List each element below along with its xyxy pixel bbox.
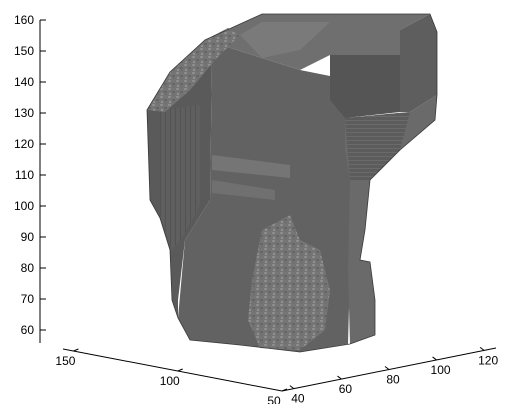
x-tick-label: 100 [431,363,451,377]
y-tick-mark [73,348,79,352]
y-ticks: 50 100 150 [55,348,288,404]
x-tick-mark [337,375,342,380]
y-axis-line [62,348,283,392]
y-tick-mark [281,388,288,392]
voxel-solid [146,13,438,353]
x-tick-mark [384,366,390,370]
x-tick-mark [289,385,295,390]
z-tick-label: 140 [14,75,34,89]
solid-column-stripes [160,105,200,250]
y-tick-label: 150 [55,354,75,368]
z-tick-label: 130 [14,106,34,120]
x-tick-label: 60 [339,382,353,396]
solid-right-block-front [330,55,400,118]
x-tick-mark [432,356,437,361]
z-tick-label: 70 [21,292,35,306]
x-tick-label: 40 [291,392,305,404]
z-tick-label: 90 [21,230,35,244]
solid-rough-region [248,215,330,350]
z-tick-label: 100 [14,199,34,213]
solid-rough-top-edge [147,28,240,112]
axes: 60 70 80 90 100 110 120 130 140 150 160 40 60 80 100 1… [14,13,498,404]
z-ticks: 60 70 80 90 100 110 120 130 140 150 160 [14,13,46,337]
y-tick-label: 100 [160,374,180,388]
solid-ledge-1 [212,155,290,178]
z-tick-label: 60 [21,323,35,337]
x-ticks: 40 60 80 100 120 [289,346,498,404]
z-tick-label: 80 [21,261,35,275]
z-tick-label: 150 [14,44,34,58]
x-tick-label: 120 [478,353,498,367]
solid-ledge-2 [212,180,275,200]
y-tick-mark [177,368,183,372]
x-tick-label: 80 [386,373,400,387]
solid-outline [146,13,438,353]
solid-right-block [400,14,437,112]
z-tick-label: 160 [14,13,34,27]
solid-top-bevel [240,22,330,58]
solid-slope-highlight [345,112,410,180]
z-tick-label: 110 [15,168,34,182]
y-tick-label: 50 [267,394,281,404]
x-tick-mark [479,346,485,351]
z-tick-label: 120 [14,137,34,151]
